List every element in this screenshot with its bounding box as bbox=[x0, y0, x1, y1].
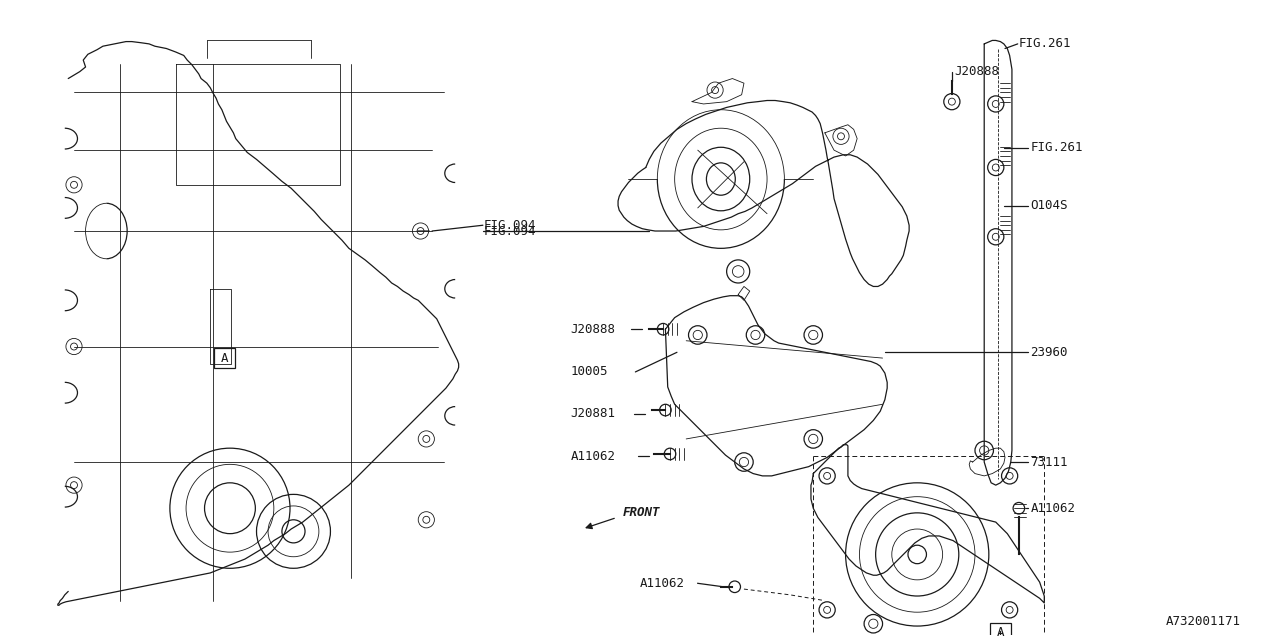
Text: FRONT: FRONT bbox=[622, 506, 660, 519]
Text: J20881: J20881 bbox=[571, 407, 616, 420]
Text: A732001171: A732001171 bbox=[1166, 615, 1240, 628]
Text: J20888: J20888 bbox=[571, 323, 616, 336]
Text: A: A bbox=[997, 627, 1004, 639]
Text: A11062: A11062 bbox=[640, 577, 685, 590]
Text: FIG.094: FIG.094 bbox=[484, 225, 536, 237]
Text: J20888: J20888 bbox=[954, 65, 1000, 78]
Text: 10005: 10005 bbox=[571, 365, 608, 378]
Text: FIG.094: FIG.094 bbox=[484, 219, 536, 232]
Text: 23960: 23960 bbox=[1030, 346, 1068, 359]
Text: O104S: O104S bbox=[1030, 199, 1068, 212]
Text: 73111: 73111 bbox=[1030, 456, 1068, 468]
Text: A11062: A11062 bbox=[1030, 502, 1075, 515]
Text: A: A bbox=[220, 351, 228, 365]
Text: FIG.261: FIG.261 bbox=[1019, 37, 1071, 51]
Text: A11062: A11062 bbox=[571, 450, 616, 463]
Text: FIG.261: FIG.261 bbox=[1030, 141, 1083, 154]
